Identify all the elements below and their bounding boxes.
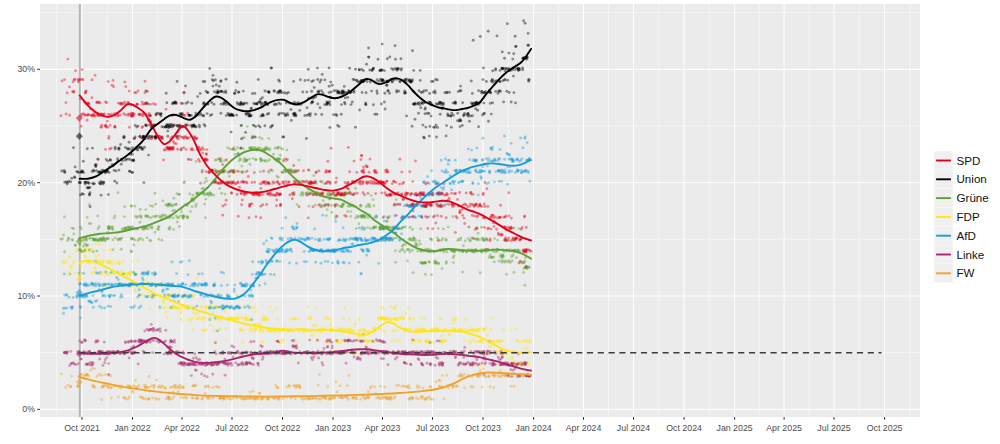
svg-text:Jan 2024: Jan 2024: [515, 423, 551, 433]
svg-text:Union: Union: [957, 172, 987, 185]
svg-text:Linke: Linke: [957, 248, 985, 261]
svg-text:Apr 2022: Apr 2022: [164, 423, 200, 433]
svg-text:Jul 2022: Jul 2022: [215, 423, 248, 433]
svg-text:Jul 2025: Jul 2025: [817, 423, 850, 433]
svg-text:Jan 2022: Jan 2022: [114, 423, 150, 433]
svg-text:Jan 2023: Jan 2023: [315, 423, 351, 433]
svg-text:Oct 2023: Oct 2023: [465, 423, 501, 433]
svg-text:30%: 30%: [17, 64, 35, 74]
svg-text:SPD: SPD: [957, 154, 981, 167]
svg-text:Grüne: Grüne: [957, 191, 989, 204]
svg-text:AfD: AfD: [957, 229, 976, 242]
svg-text:Oct 2024: Oct 2024: [666, 423, 702, 433]
svg-text:Oct 2022: Oct 2022: [265, 423, 301, 433]
svg-text:0%: 0%: [22, 404, 35, 414]
svg-text:Jul 2024: Jul 2024: [617, 423, 650, 433]
svg-text:FW: FW: [957, 266, 975, 279]
svg-text:Apr 2024: Apr 2024: [566, 423, 602, 433]
svg-text:Jul 2023: Jul 2023: [416, 423, 449, 433]
svg-text:Apr 2025: Apr 2025: [766, 423, 802, 433]
svg-text:Oct 2021: Oct 2021: [64, 423, 100, 433]
svg-text:20%: 20%: [17, 178, 35, 188]
svg-text:10%: 10%: [17, 291, 35, 301]
svg-text:FDP: FDP: [957, 210, 980, 223]
svg-text:Oct 2025: Oct 2025: [867, 423, 903, 433]
svg-text:Jan 2025: Jan 2025: [716, 423, 752, 433]
svg-text:Apr 2023: Apr 2023: [365, 423, 401, 433]
